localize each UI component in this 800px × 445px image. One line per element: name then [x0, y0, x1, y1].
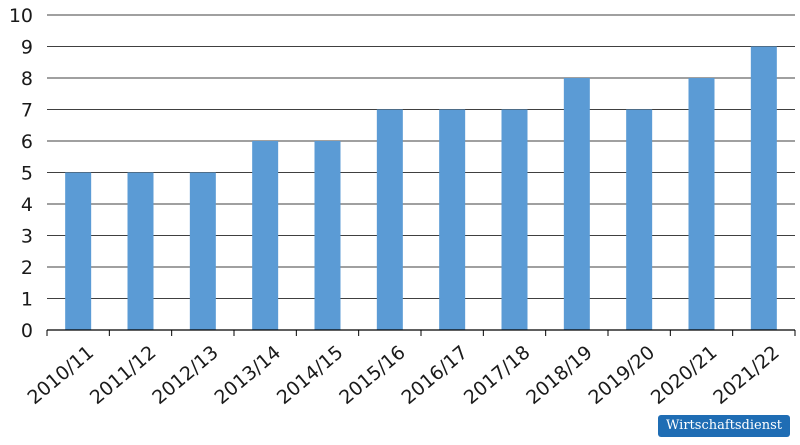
x-tick-label: 2018/19	[522, 341, 597, 409]
bar	[127, 172, 154, 330]
publisher-badge: Wirtschaftsdienst	[658, 415, 790, 437]
y-tick-label: 10	[9, 5, 33, 27]
x-tick-label: 2010/11	[24, 341, 99, 409]
y-tick-label: 9	[21, 37, 33, 59]
bar	[750, 46, 777, 330]
y-tick-label: 1	[21, 289, 33, 311]
bar	[626, 109, 653, 330]
x-axis-tick-marks	[46, 330, 796, 336]
x-tick-label: 2016/17	[398, 341, 473, 409]
x-tick-label: 2011/12	[86, 341, 161, 409]
x-tick-label: 2017/18	[460, 341, 535, 409]
bar	[189, 172, 216, 330]
bar	[65, 172, 92, 330]
bar	[376, 109, 403, 330]
grid-lines	[47, 14, 795, 299]
bar	[501, 109, 528, 330]
y-tick-label: 7	[21, 100, 33, 122]
y-tick-label: 2	[21, 257, 33, 279]
x-tick-label: 2014/15	[273, 341, 348, 409]
bar	[314, 141, 341, 330]
x-tick-label: 2019/20	[585, 341, 660, 409]
x-tick-label: 2015/16	[335, 341, 410, 409]
bar	[688, 78, 715, 330]
x-tick-label: 2012/13	[148, 341, 223, 409]
y-tick-label: 6	[21, 131, 33, 153]
x-tick-label: 2013/14	[211, 341, 286, 409]
y-axis-tick-labels: 0 1 2 3 4 5 6 7 8 9 10	[9, 5, 33, 342]
y-tick-label: 3	[21, 226, 33, 248]
y-tick-label: 5	[21, 163, 33, 185]
y-tick-label: 4	[21, 194, 33, 216]
bar	[439, 109, 466, 330]
y-tick-label: 0	[21, 320, 33, 342]
bars	[65, 46, 777, 330]
x-tick-label: 2021/22	[709, 341, 784, 409]
y-tick-label: 8	[21, 68, 33, 90]
bar	[252, 141, 279, 330]
bar	[563, 78, 590, 330]
x-axis-tick-labels: 2010/112011/122012/132013/142014/152015/…	[24, 341, 784, 409]
x-tick-label: 2020/21	[647, 341, 722, 409]
